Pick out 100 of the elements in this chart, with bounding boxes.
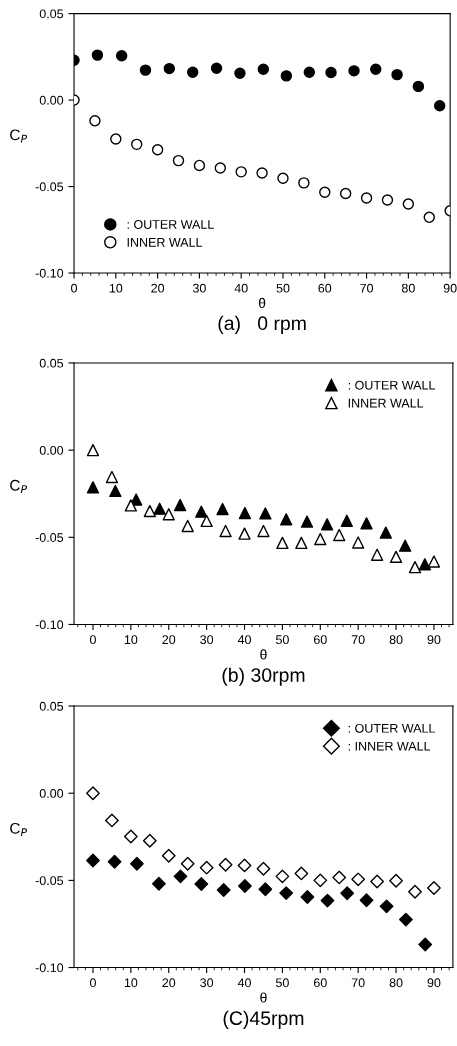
point xyxy=(109,484,122,498)
x-tick-label: 20 xyxy=(162,635,176,645)
legend-label: : OUTER WALL xyxy=(127,220,214,229)
point xyxy=(110,133,122,145)
point xyxy=(379,899,394,914)
point xyxy=(257,524,270,538)
legend-label: : OUTER WALL xyxy=(348,723,435,733)
point xyxy=(180,856,195,871)
y-tick-label: 0.00 xyxy=(39,789,64,798)
point xyxy=(187,66,199,78)
y-tick-label: -0.10 xyxy=(35,268,64,278)
point xyxy=(313,873,328,888)
point xyxy=(280,70,293,82)
y-tick-label: -0.05 xyxy=(35,533,64,542)
x-tick-label: 60 xyxy=(313,635,327,645)
point xyxy=(256,167,268,179)
point xyxy=(91,49,104,61)
point xyxy=(238,527,251,540)
point xyxy=(216,883,231,897)
point xyxy=(199,860,214,875)
text: (b) 30rpm xyxy=(222,667,305,686)
point xyxy=(216,502,229,516)
x-tick-label: 60 xyxy=(313,978,327,988)
point xyxy=(237,858,252,873)
point xyxy=(115,50,128,62)
x-tick-label: 30 xyxy=(192,283,206,293)
point xyxy=(391,68,403,81)
x-tick-label: 10 xyxy=(124,635,138,645)
point xyxy=(359,893,374,908)
point xyxy=(173,498,187,512)
point xyxy=(86,853,100,868)
point xyxy=(427,881,441,895)
point xyxy=(200,514,213,528)
point xyxy=(398,539,412,552)
x-tick-label: 80 xyxy=(389,635,403,645)
point xyxy=(320,893,335,908)
point xyxy=(418,937,433,952)
point xyxy=(214,162,227,174)
point xyxy=(257,63,270,75)
x-axis-title: θ xyxy=(260,649,267,660)
point xyxy=(333,528,346,542)
point xyxy=(123,829,138,844)
point xyxy=(351,872,366,887)
x-tick-label: 10 xyxy=(124,978,138,988)
point xyxy=(379,526,392,539)
x-tick-label: 30 xyxy=(200,978,214,988)
point xyxy=(143,504,156,518)
x-tick-label: 0 xyxy=(89,635,96,645)
point xyxy=(298,177,310,189)
point xyxy=(86,443,100,457)
point xyxy=(163,62,176,75)
point xyxy=(412,80,425,93)
legend-label: : INNER WALL xyxy=(348,741,431,751)
x-tick-label: 20 xyxy=(151,283,165,293)
y-tick-label: -0.05 xyxy=(35,182,64,192)
point xyxy=(258,882,273,897)
x-axis-title: θ xyxy=(260,992,267,1003)
x-tick-label: 40 xyxy=(237,635,251,645)
point xyxy=(124,499,138,512)
point xyxy=(130,856,144,871)
point xyxy=(218,857,233,872)
point xyxy=(151,143,164,156)
x-tick-label: 40 xyxy=(234,283,248,293)
point xyxy=(303,66,316,78)
point xyxy=(153,502,166,515)
point xyxy=(237,879,252,893)
x-tick-label: 40 xyxy=(237,978,251,988)
x-tick-label: 80 xyxy=(389,978,403,988)
x-tick-label: 90 xyxy=(443,283,457,293)
point xyxy=(340,514,353,527)
point xyxy=(408,884,422,899)
point xyxy=(259,507,272,520)
x-tick-label: 20 xyxy=(162,978,176,988)
point xyxy=(389,873,403,888)
point xyxy=(105,813,119,828)
point xyxy=(238,506,252,520)
point xyxy=(325,66,337,79)
point xyxy=(234,67,246,79)
point xyxy=(423,211,435,224)
legend-label: : OUTER WALL xyxy=(348,380,435,390)
x-tick-label: 90 xyxy=(427,978,441,988)
point xyxy=(300,515,314,528)
point xyxy=(348,65,360,77)
point xyxy=(151,876,166,891)
point xyxy=(300,890,315,904)
point xyxy=(86,481,100,494)
y-tick-label: -0.10 xyxy=(35,963,64,973)
x-tick-label: 70 xyxy=(360,283,374,293)
y-axis-title: C$_{P}$ xyxy=(10,129,27,143)
point xyxy=(314,532,327,546)
point xyxy=(294,866,309,881)
point xyxy=(210,62,223,74)
point xyxy=(235,166,247,178)
point xyxy=(162,508,175,521)
y-axis-title: C$_{P}$ xyxy=(10,822,27,837)
y-tick-label: 0.00 xyxy=(39,95,64,105)
point xyxy=(352,536,365,549)
point xyxy=(193,159,206,172)
legend-label: INNER WALL xyxy=(348,398,424,408)
point xyxy=(295,536,308,550)
